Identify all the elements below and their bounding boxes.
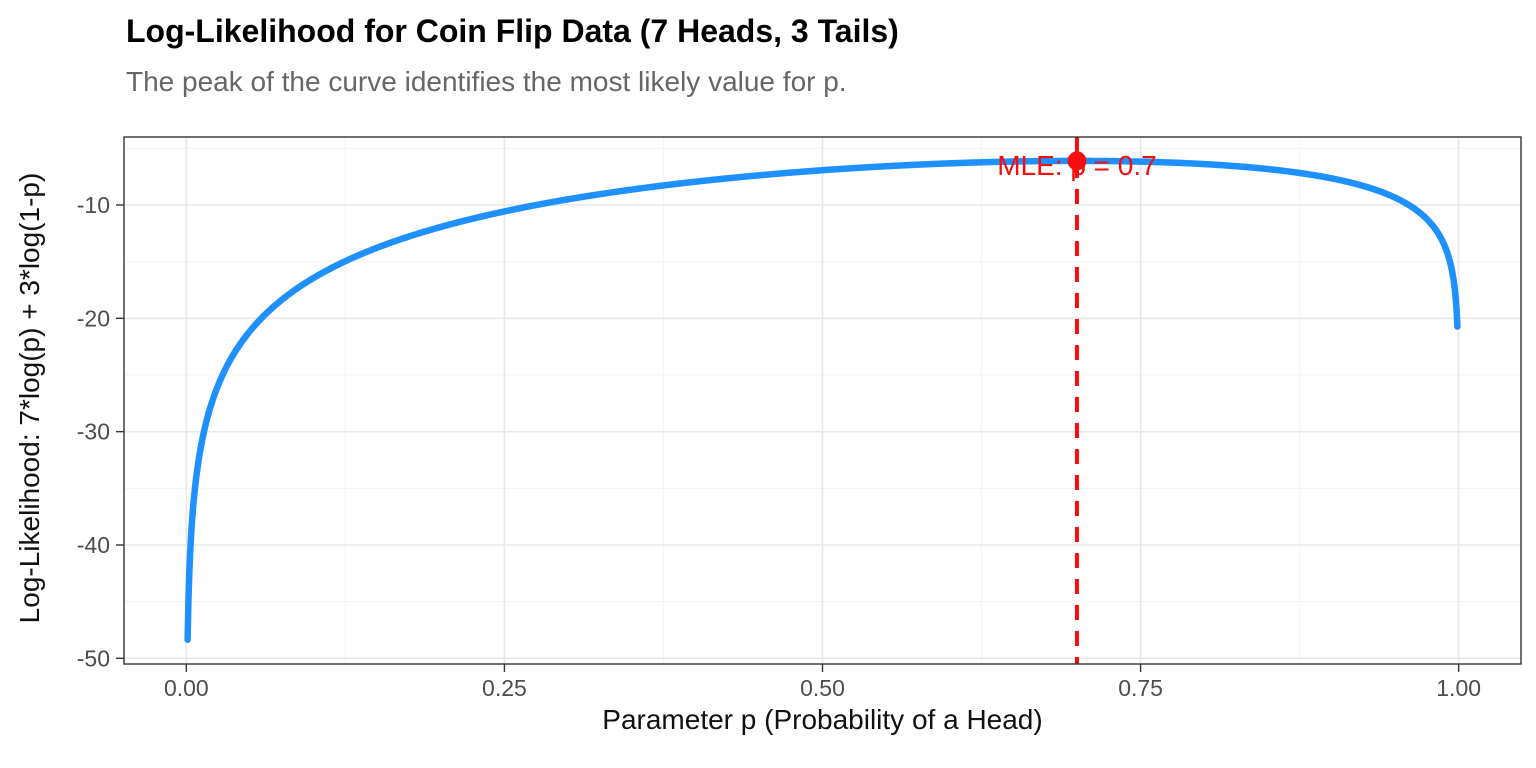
mle-point [1067,151,1087,171]
x-tick-label: 0.50 [800,675,845,701]
x-axis-title: Parameter p (Probability of a Head) [602,704,1043,735]
y-tick-label: -30 [77,419,110,445]
loglikelihood-curve [184,157,1461,643]
y-tick-label: -40 [77,532,110,558]
x-tick-label: 1.00 [1436,675,1481,701]
x-tick-label: 0.25 [482,675,527,701]
chart-subtitle: The peak of the curve identifies the mos… [126,66,847,97]
y-tick-label: -50 [77,645,110,671]
x-tick-label: 0.75 [1118,675,1163,701]
y-axis-title: Log-Likelihood: 7*log(p) + 3*log(1-p) [14,172,45,624]
x-tick-label: 0.00 [164,675,209,701]
y-tick-label: -10 [77,192,110,218]
y-tick-label: -20 [77,305,110,331]
mle-annotation: MLE: p = 0.7 [997,150,1157,181]
chart-title: Log-Likelihood for Coin Flip Data (7 Hea… [126,13,899,49]
